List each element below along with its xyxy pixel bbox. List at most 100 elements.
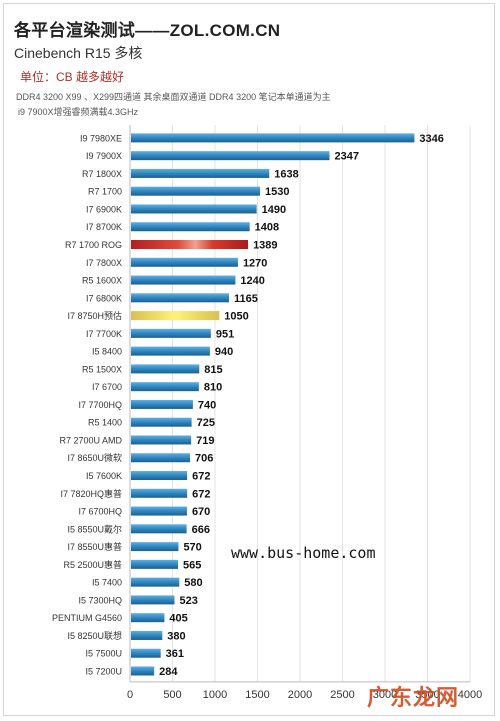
category-label: R5 1600X bbox=[82, 276, 122, 286]
category-label: I7 8700K bbox=[86, 222, 122, 232]
bar bbox=[131, 542, 179, 552]
value-label: 815 bbox=[204, 364, 222, 376]
bar bbox=[131, 382, 199, 392]
category-label: I5 7600K bbox=[86, 471, 122, 481]
category-label: R7 1700 ROG bbox=[65, 240, 122, 250]
category-label: R7 2700U AMD bbox=[59, 435, 122, 445]
value-label: 570 bbox=[183, 542, 201, 554]
value-label: 405 bbox=[169, 613, 187, 625]
bar bbox=[131, 222, 250, 232]
chart-subtitle: Cinebench R15 多核 bbox=[14, 45, 143, 61]
value-label: 1050 bbox=[224, 311, 248, 323]
value-label: 3346 bbox=[419, 133, 443, 145]
bar bbox=[131, 168, 270, 178]
value-label: 672 bbox=[192, 488, 210, 500]
bar bbox=[131, 613, 165, 623]
value-label: 810 bbox=[204, 382, 222, 394]
bar bbox=[131, 204, 257, 214]
bar bbox=[131, 293, 230, 303]
value-label: 523 bbox=[179, 595, 197, 607]
bar bbox=[131, 524, 187, 534]
category-label: R5 1400 bbox=[88, 418, 122, 428]
category-label: PENTIUM G4560 bbox=[52, 613, 122, 623]
category-label: I7 6700HQ bbox=[78, 507, 122, 517]
x-tick-label: 2000 bbox=[288, 689, 312, 701]
value-label: 1490 bbox=[262, 204, 286, 216]
bar bbox=[131, 328, 211, 338]
test-note-line2: i9 7900X增强睿频满载4.3GHz bbox=[18, 107, 139, 117]
bar bbox=[131, 311, 220, 321]
x-tick-label: 4000 bbox=[458, 689, 482, 701]
category-label: I7 8650U微软 bbox=[67, 452, 122, 463]
bar bbox=[131, 151, 330, 161]
category-label: I5 8250U联想 bbox=[67, 630, 122, 641]
category-label: I5 7500U bbox=[85, 649, 122, 659]
category-label: I9 7900X bbox=[86, 151, 122, 161]
unit-label: 单位：CB 越多越好 bbox=[20, 70, 125, 84]
value-label: 1638 bbox=[274, 168, 298, 180]
category-label: I7 6900K bbox=[86, 204, 122, 214]
category-label: R7 1800X bbox=[82, 169, 122, 179]
bar bbox=[131, 275, 236, 285]
bar bbox=[131, 595, 175, 605]
value-label: 706 bbox=[195, 453, 213, 465]
value-label: 951 bbox=[216, 328, 234, 340]
category-label: I5 8400 bbox=[92, 347, 122, 357]
value-label: 670 bbox=[192, 506, 210, 518]
category-label: I7 7700HQ bbox=[78, 400, 122, 410]
value-label: 666 bbox=[192, 524, 210, 536]
bar bbox=[131, 346, 210, 356]
category-label: I7 7820HQ惠普 bbox=[60, 488, 122, 499]
x-tick-label: 0 bbox=[127, 689, 133, 701]
bar bbox=[131, 471, 188, 481]
category-label: R7 1700 bbox=[88, 187, 122, 197]
bar bbox=[131, 417, 192, 427]
watermark-text: www.bus-home.com bbox=[231, 544, 376, 562]
test-note-line1: DDR4 3200 X99 、X299四通道 其余桌面双通道 DDR4 3200… bbox=[16, 92, 331, 102]
category-label: I5 7400 bbox=[92, 578, 122, 588]
site-logo: 广东龙网 bbox=[367, 685, 460, 711]
x-tick-label: 1500 bbox=[245, 689, 269, 701]
bar bbox=[131, 435, 192, 445]
category-label: I7 6800K bbox=[86, 293, 122, 303]
category-label: I7 8550U惠普 bbox=[67, 541, 122, 552]
bar bbox=[131, 453, 191, 463]
chart-frame bbox=[3, 3, 495, 716]
value-label: 1240 bbox=[240, 275, 264, 287]
value-label: 361 bbox=[166, 648, 184, 660]
value-label: 1530 bbox=[265, 186, 289, 198]
x-tick-label: 3000 bbox=[373, 689, 397, 701]
value-label: 725 bbox=[197, 417, 215, 429]
bar bbox=[131, 257, 238, 267]
bar bbox=[131, 186, 261, 196]
category-label: I5 7300HQ bbox=[78, 595, 122, 605]
value-label: 284 bbox=[159, 666, 178, 678]
bar bbox=[131, 648, 161, 658]
value-label: 1165 bbox=[234, 293, 258, 305]
category-label: I7 7800X bbox=[86, 258, 122, 268]
category-label: I7 8750H预估 bbox=[67, 310, 122, 321]
value-label: 1408 bbox=[255, 222, 279, 234]
bar bbox=[131, 399, 193, 409]
value-label: 719 bbox=[196, 435, 214, 447]
value-label: 940 bbox=[215, 346, 233, 358]
bar bbox=[131, 666, 155, 676]
value-label: 740 bbox=[198, 399, 216, 411]
value-label: 565 bbox=[183, 559, 201, 571]
category-label: R5 2500U惠普 bbox=[63, 559, 122, 570]
x-tick-label: 2500 bbox=[330, 689, 354, 701]
bar bbox=[131, 488, 188, 498]
category-label: R5 1500X bbox=[82, 364, 122, 374]
bar bbox=[131, 630, 163, 640]
value-label: 2347 bbox=[334, 151, 358, 163]
x-tick-label: 500 bbox=[163, 689, 181, 701]
value-label: 672 bbox=[192, 471, 210, 483]
x-tick-label: 3500 bbox=[415, 689, 439, 701]
category-label: I7 7700K bbox=[86, 329, 122, 339]
bar bbox=[131, 559, 179, 569]
chart-title: 各平台渲染测试——ZOL.COM.CN bbox=[14, 21, 281, 40]
value-label: 380 bbox=[167, 630, 185, 642]
bar bbox=[131, 506, 187, 516]
value-label: 1270 bbox=[243, 257, 267, 269]
